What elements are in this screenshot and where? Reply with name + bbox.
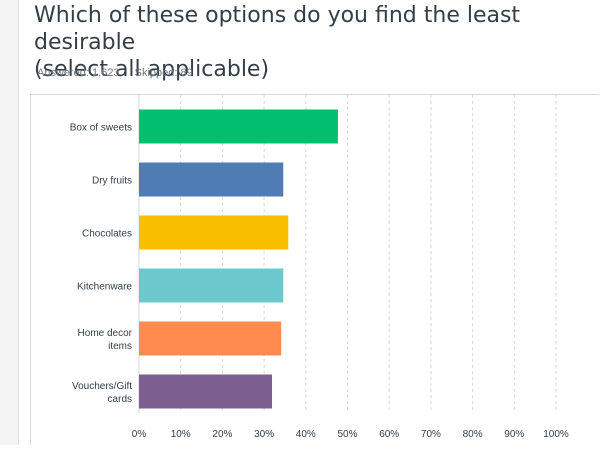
category-label: cards [108,394,132,405]
x-tick-label: 40% [296,429,316,440]
category-label: Chocolates [82,229,132,240]
category-label: Home decor [78,328,133,339]
category-label: Vouchers/Gift [72,381,132,392]
question-title: Which of these options do you find the l… [34,3,521,82]
x-tick-label: 60% [379,429,399,440]
category-label: Dry fruits [92,176,132,187]
bar-vouchers-gift-cards [139,374,273,409]
category-label: Kitchenware [77,282,132,293]
bar-home-decor-items [139,321,282,356]
x-tick-label: 80% [463,429,483,440]
response-stats: Answered: 1,623 Skipped: 89 [37,67,205,79]
x-tick-label: 70% [421,429,441,440]
skipped-count: Skipped: 89 [134,67,193,79]
category-label: Box of sweets [70,123,132,134]
x-tick-label: 10% [171,429,191,440]
left-sidebar-strip [0,0,19,445]
bar-box-of-sweets [139,109,338,144]
category-label: items [108,341,132,352]
x-tick-label: 100% [543,429,569,440]
x-tick-label: 20% [212,429,232,440]
x-tick-label: 90% [504,429,524,440]
x-tick-label: 0% [132,429,147,440]
bar-chocolates [139,215,289,250]
answered-count: Answered: 1,623 [37,67,120,79]
chart-panel: Box of sweets Dry fruits Chocolates Kitchen… [30,94,599,445]
bar-kitchenware [139,268,284,303]
bar-chart: Box of sweets Dry fruits Chocolates Kitchen… [70,95,569,440]
x-tick-label: 30% [254,429,274,440]
x-tick-label: 50% [337,429,357,440]
bar-dry-fruits [139,162,284,197]
